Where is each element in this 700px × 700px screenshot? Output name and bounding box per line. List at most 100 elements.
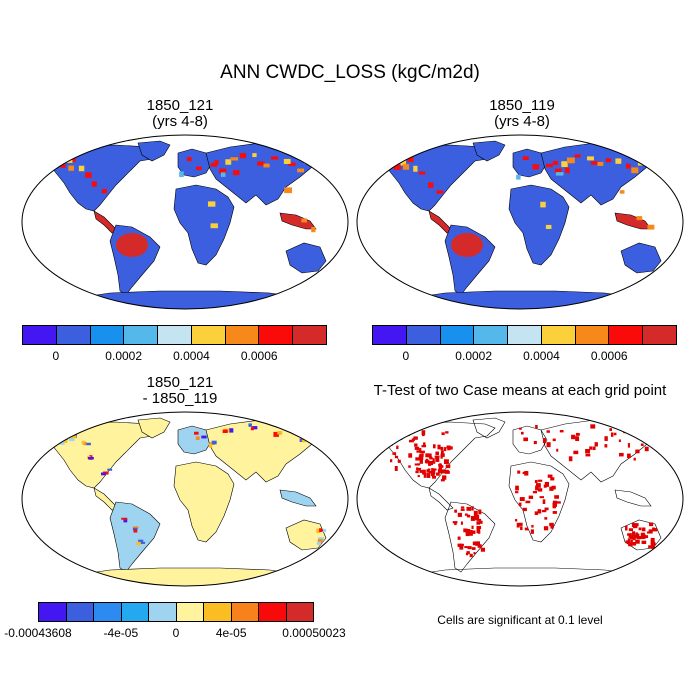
significant-cell <box>424 460 430 464</box>
significant-cell <box>414 443 418 447</box>
grid-cell <box>561 161 568 168</box>
panel-1-title-line2: (yrs 4-8) <box>152 113 208 130</box>
grid-cell <box>220 172 226 177</box>
significant-cell <box>634 535 639 539</box>
panel-3-title-line1: 1850_121 <box>146 374 214 391</box>
significant-cell <box>416 450 421 453</box>
landmass-africa <box>173 461 235 543</box>
significant-cell <box>549 522 554 527</box>
grid-cell <box>317 539 323 543</box>
colorbar-tick-label: 0.0002 <box>455 349 493 363</box>
significant-cell <box>421 430 426 436</box>
significant-cell <box>628 542 633 547</box>
panel-1-title-line1: 1850_121 <box>146 97 214 114</box>
significant-cell <box>396 445 399 450</box>
significant-cell <box>542 499 546 504</box>
significant-cell <box>573 450 579 455</box>
grid-cell <box>68 436 75 442</box>
significant-cell <box>648 522 654 527</box>
significant-cell <box>539 496 545 499</box>
significant-cell <box>536 483 541 488</box>
significant-cell <box>631 531 636 535</box>
significant-cell <box>440 479 445 482</box>
map-panel-2 <box>356 134 684 310</box>
significant-cell <box>633 457 636 461</box>
significant-cell <box>460 506 465 509</box>
grid-cell <box>186 157 192 162</box>
significant-cell <box>554 495 560 499</box>
grid-cell <box>318 537 324 541</box>
panel-2-title: 1850_119 (yrs 4-8) <box>372 98 672 130</box>
colorbar-swatch <box>643 326 677 344</box>
significant-cell <box>442 475 447 480</box>
significant-cell <box>466 551 470 555</box>
colorbar-swatch <box>474 326 509 344</box>
grid-cell <box>71 435 77 439</box>
grid-cell <box>214 160 219 165</box>
significant-cell <box>549 486 554 491</box>
colorbar-swatch <box>204 603 232 621</box>
significant-cell <box>533 440 537 445</box>
significant-cell <box>408 465 411 468</box>
colorbar-tick-label: 0 <box>402 349 410 363</box>
landmass-antarctica <box>403 290 647 309</box>
significant-cell <box>546 442 551 448</box>
significant-cell <box>519 497 525 502</box>
significant-cell <box>524 527 529 531</box>
grid-cell <box>91 181 97 187</box>
landmass-seAsia <box>614 489 652 507</box>
colorbar-tick-label: 0 <box>172 626 180 640</box>
significant-cell <box>446 445 451 449</box>
grid-cell <box>393 164 401 170</box>
grid-cell <box>211 440 217 445</box>
significant-cell <box>421 445 427 448</box>
significant-cell <box>452 521 458 524</box>
colorbar-swatch <box>508 326 542 344</box>
significant-cell <box>589 446 593 450</box>
grid-cell <box>88 456 94 460</box>
significant-cell <box>429 456 433 459</box>
panel-1-title: 1850_121 (yrs 4-8) <box>30 98 330 130</box>
significant-cell <box>628 427 634 432</box>
grid-cell <box>436 190 444 194</box>
significant-cell <box>435 451 439 456</box>
grid-cell <box>301 439 306 443</box>
significant-cell <box>392 452 397 455</box>
significant-cell <box>537 509 542 514</box>
significant-cell <box>568 456 573 462</box>
colorbar-swatch <box>66 603 94 621</box>
colorbar-tick-label: 0.0004 <box>173 349 210 363</box>
panel-3-title: 1850_121 - 1850_119 <box>30 375 330 407</box>
landmass-australia <box>285 519 327 551</box>
colorbar-tick-label: 0.00050023 <box>282 626 346 640</box>
grid-cell <box>316 528 321 534</box>
grid-cell <box>522 156 529 161</box>
map-panel-3 <box>21 411 349 587</box>
grid-cell <box>273 431 279 437</box>
landmass-centralAmerica <box>428 487 454 511</box>
significant-cell <box>525 500 531 504</box>
landmass-seAsia <box>279 212 317 230</box>
significant-cell <box>433 468 437 471</box>
significant-cell <box>640 532 645 538</box>
significant-cell <box>468 532 473 536</box>
significant-cell <box>618 439 621 443</box>
significant-cell <box>638 527 642 531</box>
significant-cell <box>552 502 557 508</box>
significant-cell <box>432 444 436 449</box>
significant-cell <box>609 428 612 432</box>
significant-cell <box>544 481 549 487</box>
grid-cell <box>316 164 323 169</box>
grid-cell <box>196 166 202 171</box>
significant-cell <box>473 510 478 516</box>
landmass-africa <box>508 184 570 266</box>
colorbar-swatch <box>541 326 576 344</box>
significant-cell <box>544 507 549 511</box>
significant-cell <box>640 443 644 446</box>
significant-cell <box>426 473 431 478</box>
significant-cell <box>428 463 432 466</box>
grid-cell <box>319 528 323 533</box>
grid-cell <box>210 162 218 167</box>
colorbar-swatch <box>575 326 610 344</box>
landmass-southAmerica <box>444 501 496 573</box>
